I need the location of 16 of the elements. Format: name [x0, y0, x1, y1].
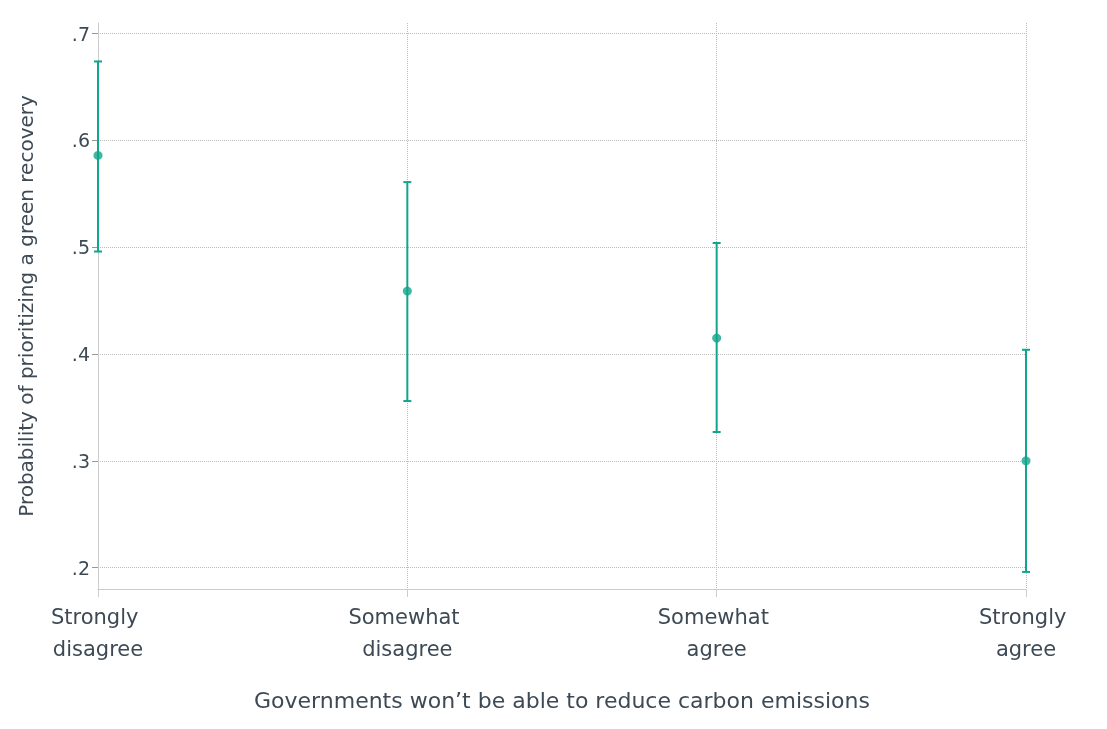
x-tick-label: Strongly disagree — [50, 605, 146, 661]
x-tick-label: Somewhat agree — [657, 605, 776, 661]
point — [1021, 456, 1031, 466]
point — [93, 150, 103, 160]
y-tick-label: .4 — [71, 343, 90, 366]
y-axis-title: Probability of prioritizing a green recovery — [14, 95, 38, 517]
y-tick-label: .2 — [71, 556, 90, 579]
x-tick-label: Somewhat disagree — [348, 605, 467, 661]
y-tick-label: .5 — [71, 236, 90, 259]
y-tick-label: .3 — [71, 449, 90, 472]
y-tick-label: .6 — [71, 129, 90, 152]
x-axis-title: Governments won’t be able to reduce carbon emissions — [254, 687, 870, 713]
x-tick-label: Strongly agree — [978, 605, 1074, 661]
point — [402, 286, 412, 296]
point — [712, 333, 722, 343]
y-tick-label: .7 — [71, 22, 90, 45]
